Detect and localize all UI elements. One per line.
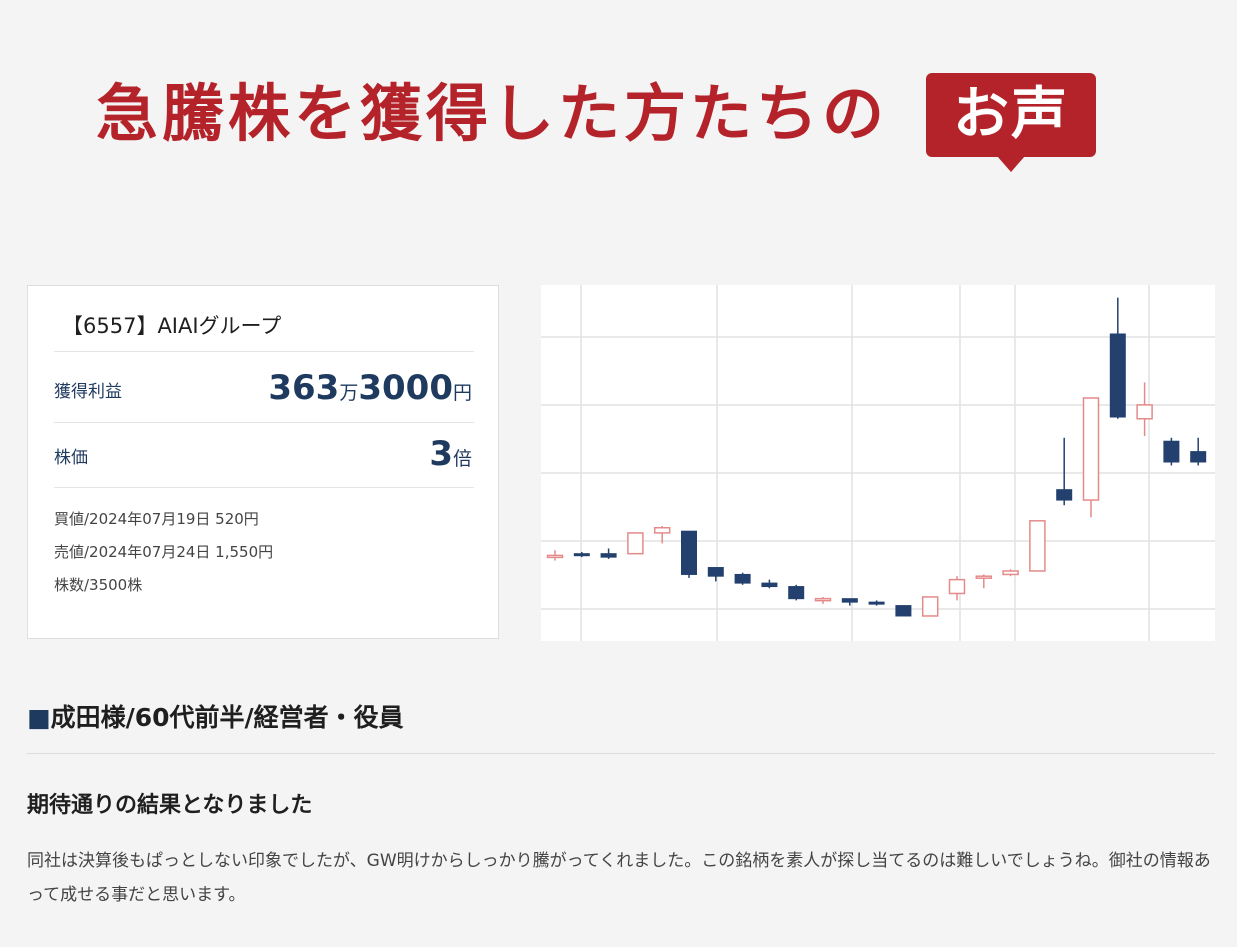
candle-body-up bbox=[546, 554, 564, 559]
candle bbox=[975, 574, 993, 589]
headline: 急騰株を獲得した方たちの bbox=[96, 77, 889, 150]
candle-body-up bbox=[1136, 404, 1153, 420]
price-unit: 倍 bbox=[452, 448, 472, 470]
candle bbox=[1082, 397, 1100, 518]
candle bbox=[734, 572, 751, 585]
result-card: 【6557】AIAIグループ 獲得利益 363万3000円 株価 3倍 買値/2… bbox=[27, 285, 499, 639]
candle bbox=[1056, 437, 1073, 506]
chart-canvas bbox=[541, 285, 1215, 641]
card-divider bbox=[54, 351, 474, 352]
candle bbox=[1136, 382, 1153, 437]
profit-unit-man: 万 bbox=[339, 382, 359, 404]
candle-body-down bbox=[600, 553, 617, 558]
candle-body-down bbox=[895, 605, 912, 617]
candlestick-chart bbox=[541, 285, 1215, 641]
testimonial-body: 同社は決算後もぱっとしない印象でしたが、GW明けからしっかり騰がってくれました。… bbox=[27, 851, 1211, 905]
heading-square: ■ bbox=[27, 703, 51, 732]
candle-body-down bbox=[788, 586, 805, 600]
candle bbox=[546, 550, 564, 561]
candle bbox=[868, 600, 885, 606]
candle bbox=[948, 576, 966, 601]
candle-body-up bbox=[653, 526, 671, 534]
voices-badge: お声 bbox=[926, 73, 1096, 157]
customer-heading: ■成田様/60代前半/経営者・役員 bbox=[27, 698, 404, 734]
candle bbox=[707, 567, 724, 582]
candle bbox=[1190, 437, 1207, 466]
candle bbox=[895, 605, 912, 617]
profit-label: 獲得利益 bbox=[54, 382, 122, 402]
candle-body-down bbox=[1109, 333, 1126, 418]
card-divider bbox=[54, 422, 474, 423]
candle-body-up bbox=[921, 596, 939, 617]
candle-body-up bbox=[1002, 570, 1019, 576]
candle bbox=[814, 596, 832, 604]
shares-detail: 株数/3500株 bbox=[54, 576, 143, 594]
candle-body-down bbox=[734, 573, 751, 584]
profit-sub: 3000 bbox=[358, 368, 453, 408]
testimonial-title: 期待通りの結果となりました bbox=[27, 793, 313, 818]
price-label: 株価 bbox=[54, 448, 88, 468]
stock-name: 【6557】AIAIグループ bbox=[62, 314, 282, 338]
candle-body-down bbox=[1190, 451, 1207, 463]
candle-body-up bbox=[948, 578, 966, 595]
candle-body-down bbox=[573, 553, 590, 557]
customer-info: 成田様/60代前半/経営者・役員 bbox=[50, 703, 404, 732]
candle bbox=[841, 598, 858, 606]
buy-detail: 買値/2024年07月19日 520円 bbox=[54, 510, 259, 528]
candle bbox=[600, 548, 617, 559]
candle-body-down bbox=[1056, 489, 1073, 501]
profit-value: 363万3000円 bbox=[268, 368, 472, 408]
candle bbox=[573, 551, 590, 558]
candle bbox=[1109, 297, 1126, 419]
price-multiplier: 3 bbox=[429, 434, 453, 474]
candle-body-down bbox=[707, 567, 724, 577]
candle-body-up bbox=[1082, 397, 1100, 501]
candle-body-down bbox=[681, 530, 697, 575]
candle-body-up bbox=[814, 597, 832, 602]
section-divider bbox=[27, 753, 1215, 754]
candle bbox=[653, 526, 671, 544]
candle-body-up bbox=[975, 575, 993, 579]
price-value: 3倍 bbox=[429, 434, 472, 474]
candle-body-down bbox=[1163, 440, 1180, 463]
candle bbox=[921, 596, 939, 617]
candle-body-down bbox=[868, 601, 885, 605]
candle bbox=[627, 532, 644, 555]
profit-unit-yen: 円 bbox=[452, 382, 472, 404]
candle-body-up bbox=[1029, 520, 1046, 572]
candle bbox=[681, 530, 697, 578]
card-divider bbox=[54, 487, 474, 488]
candle-body-down bbox=[761, 582, 778, 588]
candle-body-down bbox=[841, 598, 858, 603]
sell-detail: 売値/2024年07月24日 1,550円 bbox=[54, 543, 274, 561]
candle bbox=[788, 584, 805, 601]
candle bbox=[1002, 569, 1019, 577]
candle bbox=[1029, 520, 1046, 572]
candle-body-up bbox=[627, 532, 644, 555]
candle bbox=[761, 579, 778, 589]
candle bbox=[1163, 437, 1180, 466]
speech-bubble-tail bbox=[997, 156, 1025, 172]
profit-main: 363 bbox=[268, 368, 340, 408]
